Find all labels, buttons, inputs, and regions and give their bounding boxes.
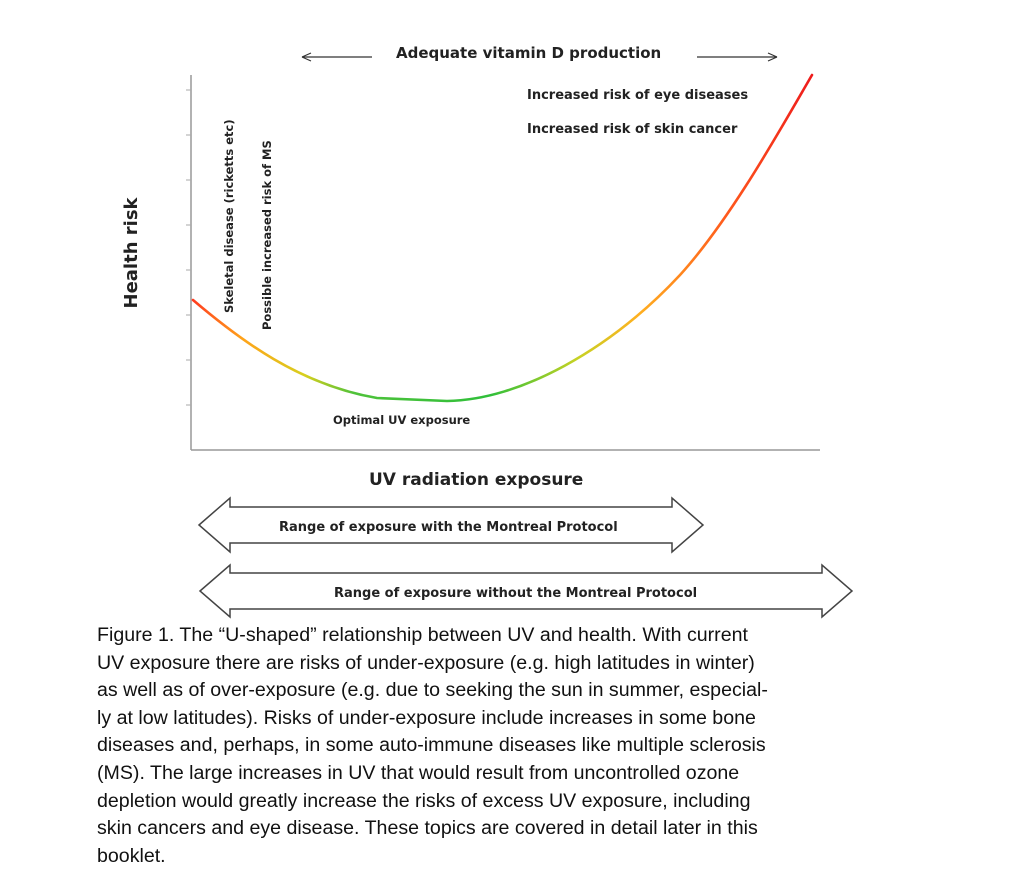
range-without-protocol-arrow: Range of exposure without the Montreal P… (198, 563, 854, 619)
range-with-protocol-arrow: Range of exposure with the Montreal Prot… (197, 496, 705, 554)
optimal-exposure-label: Optimal UV exposure (333, 413, 470, 427)
uv-health-diagram: Adequate vitamin D production Health ris… (121, 44, 854, 619)
caption-line: booklet. (97, 844, 166, 867)
range-without-protocol-label: Range of exposure without the Montreal P… (334, 586, 697, 601)
caption-line: diseases and, perhaps, in some auto-immu… (97, 734, 766, 757)
caption-line: (MS). The large increases in UV that wou… (97, 761, 740, 784)
health-risk-curve (191, 73, 814, 403)
axes (186, 75, 820, 451)
x-axis-title: UV radiation exposure (369, 470, 583, 490)
caption-line: Figure 1. The “U-shaped” relationship be… (97, 624, 748, 646)
figure-caption: Figure 1. The “U-shaped” relationship be… (97, 622, 897, 870)
vitamin-d-range: Adequate vitamin D production (301, 44, 778, 62)
caption-line: ly at low latitudes). Risks of under-exp… (97, 706, 756, 729)
vitamin-d-label: Adequate vitamin D production (396, 44, 661, 62)
ms-risk-label: Possible increased risk of MS (260, 140, 274, 330)
skeletal-disease-label: Skeletal disease (ricketts etc) (222, 119, 236, 313)
caption-line: depletion would greatly increase the ris… (97, 789, 751, 812)
caption-line: UV exposure there are risks of under-exp… (97, 651, 755, 674)
y-axis-title: Health risk (121, 196, 142, 308)
eye-disease-label: Increased risk of eye diseases (527, 88, 748, 103)
range-with-protocol-label: Range of exposure with the Montreal Prot… (279, 520, 618, 535)
skin-cancer-label: Increased risk of skin cancer (527, 122, 738, 137)
caption-line: skin cancers and eye disease. These topi… (97, 817, 758, 840)
caption-line: as well as of over-exposure (e.g. due to… (97, 679, 768, 702)
